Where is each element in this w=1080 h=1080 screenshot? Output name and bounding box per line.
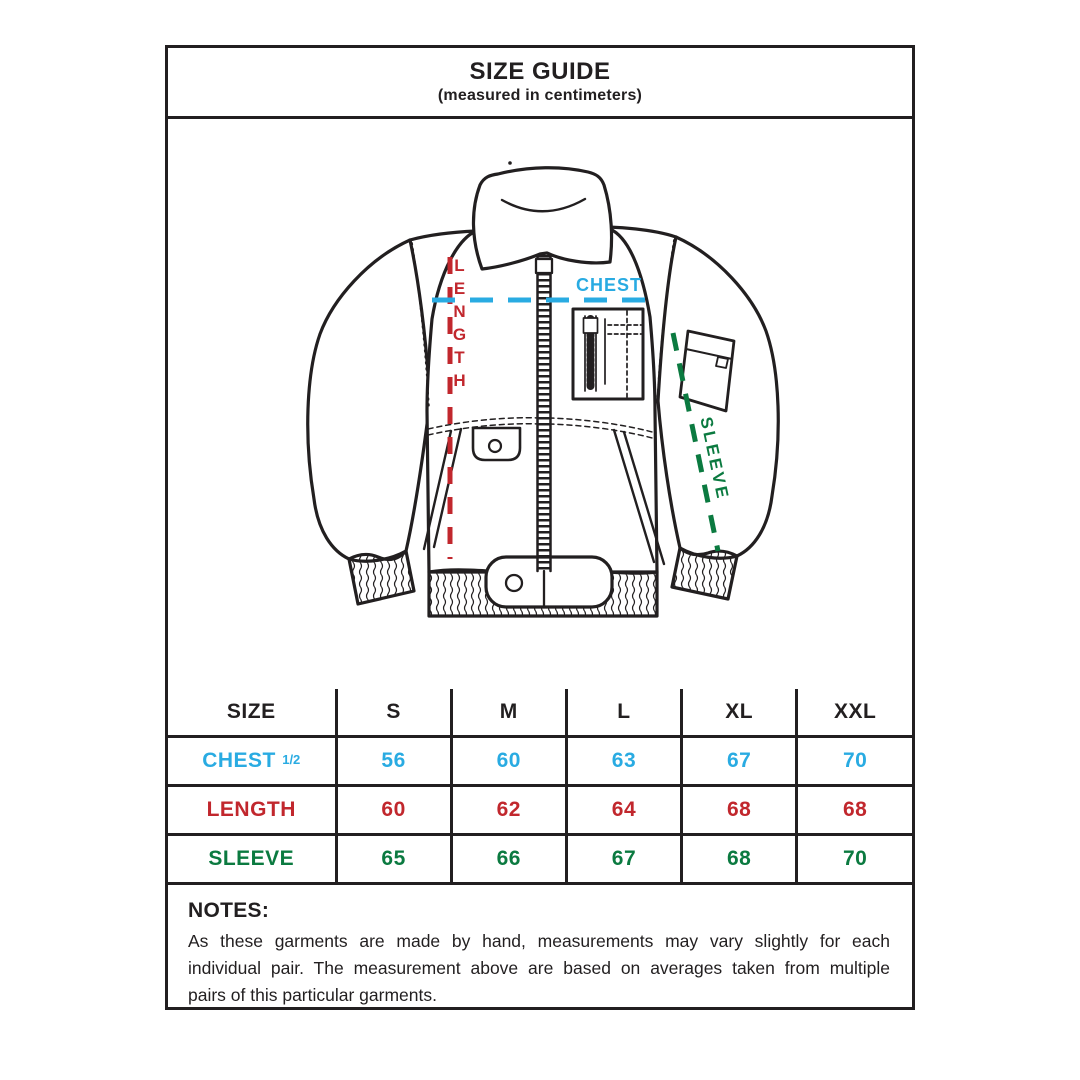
length-value-xxl: 68 bbox=[795, 784, 912, 836]
page-subtitle: (measured in centimeters) bbox=[437, 87, 643, 105]
notes-section: NOTES: As these garments are made by han… bbox=[168, 885, 912, 1009]
row-label-length: LENGTH bbox=[168, 784, 338, 836]
sleeve-value-xl: 68 bbox=[680, 833, 799, 885]
size-table-header-row: SIZE S M L XL XXL bbox=[168, 689, 912, 738]
chest-value-l: 63 bbox=[564, 735, 684, 787]
notes-line-1: As these garments are made by hand, meas… bbox=[188, 931, 890, 951]
length-value-m: 62 bbox=[449, 784, 568, 836]
chest-value-xxl: 70 bbox=[795, 735, 912, 787]
table-row-length: LENGTH 60 62 64 68 68 bbox=[168, 784, 912, 836]
jacket-line-art-svg bbox=[306, 161, 780, 618]
chest-value-s: 56 bbox=[334, 735, 453, 787]
col-header-m: M bbox=[449, 689, 568, 738]
chest-label: CHEST bbox=[575, 275, 642, 295]
sleeve-measure-line bbox=[670, 332, 721, 552]
page-title: SIZE GUIDE bbox=[469, 57, 611, 85]
chest-half-suffix: 1/2 bbox=[282, 752, 301, 767]
col-header-xxl: XXL bbox=[795, 689, 912, 738]
table-row-sleeve: SLEEVE 65 66 67 68 70 bbox=[168, 833, 912, 885]
length-value-xl: 68 bbox=[680, 784, 799, 836]
notes-line-2: individual pair. The measurement above a… bbox=[188, 958, 890, 979]
sleeve-value-s: 65 bbox=[334, 833, 453, 885]
sleeve-value-l: 67 bbox=[564, 833, 684, 885]
row-label-sleeve: SLEEVE bbox=[168, 833, 338, 885]
col-header-xl: XL bbox=[680, 689, 799, 738]
col-header-s: S bbox=[334, 689, 453, 738]
jacket-diagram: LENGTH CHEST SLEEVE bbox=[168, 119, 912, 689]
table-row-chest: CHEST 1/2 56 60 63 67 70 bbox=[168, 735, 912, 787]
size-table: SIZE S M L XL XXL CHEST 1/2 56 60 63 67 … bbox=[168, 689, 912, 885]
jacket-line-art bbox=[306, 161, 780, 618]
notes-heading: NOTES: bbox=[188, 899, 270, 922]
sleeve-value-xxl: 70 bbox=[795, 833, 912, 885]
chest-value-xl: 67 bbox=[680, 735, 799, 787]
row-label-chest: CHEST 1/2 bbox=[168, 735, 338, 787]
col-header-l: L bbox=[564, 689, 684, 738]
size-guide-panel: SIZE GUIDE (measured in centimeters) bbox=[165, 45, 915, 1010]
chest-value-m: 60 bbox=[449, 735, 568, 787]
sleeve-value-m: 66 bbox=[449, 833, 568, 885]
length-value-s: 60 bbox=[334, 784, 453, 836]
length-value-l: 64 bbox=[564, 784, 684, 836]
notes-line-3: pairs of this particular garments. bbox=[188, 985, 437, 1006]
length-label: LENGTH bbox=[450, 256, 469, 394]
header: SIZE GUIDE (measured in centimeters) bbox=[168, 48, 912, 119]
col-header-size: SIZE bbox=[168, 689, 338, 738]
